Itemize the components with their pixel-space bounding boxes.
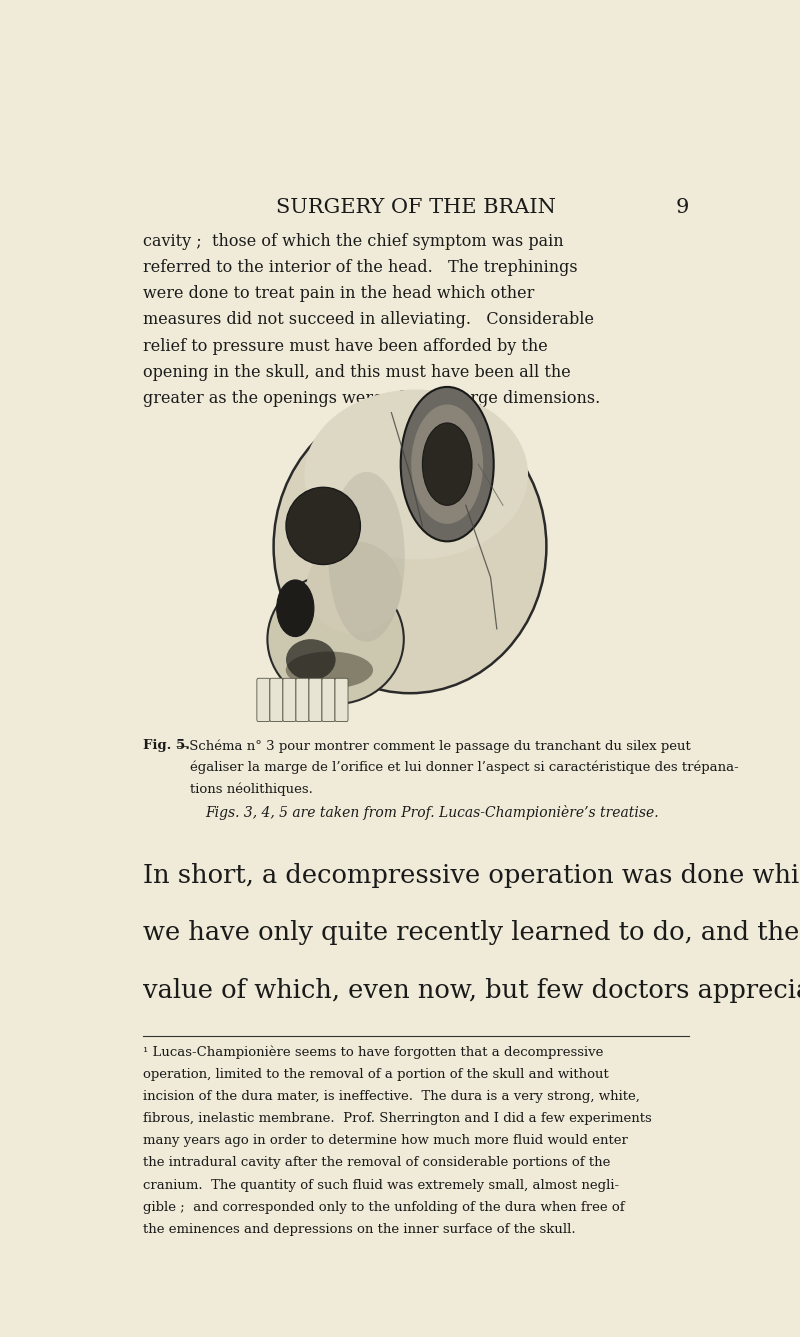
Text: fibrous, inelastic membrane.  Prof. Sherrington and I did a few experiments: fibrous, inelastic membrane. Prof. Sherr… bbox=[143, 1112, 652, 1126]
Ellipse shape bbox=[306, 541, 402, 634]
Ellipse shape bbox=[242, 382, 542, 753]
Text: Fig. 5.: Fig. 5. bbox=[143, 739, 190, 751]
FancyBboxPatch shape bbox=[296, 678, 309, 722]
Text: the intradural cavity after the removal of considerable portions of the: the intradural cavity after the removal … bbox=[143, 1157, 610, 1170]
Ellipse shape bbox=[286, 651, 373, 689]
Text: ¹ Lucas-Championière seems to have forgotten that a decompressive: ¹ Lucas-Championière seems to have forgo… bbox=[143, 1046, 604, 1059]
Text: relief to pressure must have been afforded by the: relief to pressure must have been afford… bbox=[143, 337, 548, 354]
FancyBboxPatch shape bbox=[335, 678, 348, 722]
Text: we have only quite recently learned to do, and the: we have only quite recently learned to d… bbox=[143, 920, 800, 945]
FancyBboxPatch shape bbox=[257, 678, 270, 722]
FancyBboxPatch shape bbox=[270, 678, 283, 722]
Text: referred to the interior of the head.   The trephinings: referred to the interior of the head. Th… bbox=[143, 259, 578, 275]
Ellipse shape bbox=[277, 580, 314, 636]
Text: égaliser la marge de l’orifice et lui donner l’aspect si caractéristique des tré: égaliser la marge de l’orifice et lui do… bbox=[190, 761, 738, 774]
Ellipse shape bbox=[304, 389, 528, 559]
Text: value of which, even now, but few doctors appreciate.¹: value of which, even now, but few doctor… bbox=[143, 977, 800, 1003]
Text: tions néolithiques.: tions néolithiques. bbox=[190, 782, 313, 796]
Circle shape bbox=[401, 386, 494, 541]
Text: operation, limited to the removal of a portion of the skull and without: operation, limited to the removal of a p… bbox=[143, 1068, 609, 1080]
Text: 9: 9 bbox=[676, 198, 689, 217]
Text: —Schéma n° 3 pour montrer comment le passage du tranchant du silex peut: —Schéma n° 3 pour montrer comment le pas… bbox=[176, 739, 690, 753]
Text: were done to treat pain in the head which other: were done to treat pain in the head whic… bbox=[143, 285, 534, 302]
Ellipse shape bbox=[286, 487, 360, 564]
Text: SURGERY OF THE BRAIN: SURGERY OF THE BRAIN bbox=[276, 198, 556, 217]
Circle shape bbox=[422, 422, 472, 505]
Circle shape bbox=[411, 404, 483, 524]
Ellipse shape bbox=[286, 639, 336, 681]
Ellipse shape bbox=[329, 472, 405, 642]
Text: many years ago in order to determine how much more fluid would enter: many years ago in order to determine how… bbox=[143, 1134, 628, 1147]
Text: incision of the dura mater, is ineffective.  The dura is a very strong, white,: incision of the dura mater, is ineffecti… bbox=[143, 1090, 640, 1103]
Ellipse shape bbox=[274, 400, 546, 693]
Text: cavity ;  those of which the chief symptom was pain: cavity ; those of which the chief sympto… bbox=[143, 233, 564, 250]
Text: gible ;  and corresponded only to the unfolding of the dura when free of: gible ; and corresponded only to the unf… bbox=[143, 1201, 625, 1214]
FancyBboxPatch shape bbox=[322, 678, 335, 722]
Text: opening in the skull, and this must have been all the: opening in the skull, and this must have… bbox=[143, 364, 571, 381]
FancyBboxPatch shape bbox=[283, 678, 296, 722]
Text: cranium.  The quantity of such fluid was extremely small, almost negli-: cranium. The quantity of such fluid was … bbox=[143, 1179, 619, 1191]
Text: the eminences and depressions on the inner surface of the skull.: the eminences and depressions on the inn… bbox=[143, 1223, 576, 1235]
Text: greater as the openings were often of large dimensions.: greater as the openings were often of la… bbox=[143, 390, 601, 406]
Text: Figs. 3, 4, 5 are taken from Prof. Lucas-Championière’s treatise.: Figs. 3, 4, 5 are taken from Prof. Lucas… bbox=[206, 805, 659, 820]
Ellipse shape bbox=[267, 575, 404, 705]
Text: In short, a decompressive operation was done which: In short, a decompressive operation was … bbox=[143, 862, 800, 888]
FancyBboxPatch shape bbox=[309, 678, 322, 722]
Text: measures did not succeed in alleviating.   Considerable: measures did not succeed in alleviating.… bbox=[143, 312, 594, 329]
